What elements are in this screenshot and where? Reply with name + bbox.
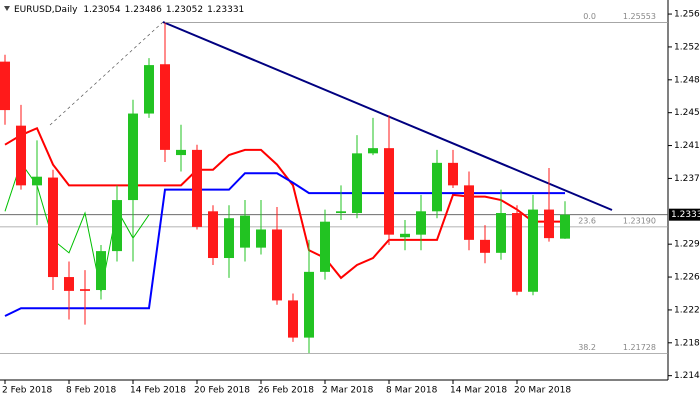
candle-body (96, 251, 106, 291)
candle-body (64, 277, 74, 291)
candle-body (128, 113, 138, 201)
candle-body (16, 125, 26, 186)
x-tick-label: 20 Feb 2018 (194, 386, 250, 396)
candle-body (512, 213, 522, 292)
trendline (162, 21, 613, 211)
last-low: 1.23052 (166, 5, 203, 15)
last-close: 1.23331 (207, 5, 244, 15)
candle-body (368, 148, 378, 154)
x-tick-label: 8 Mar 2018 (386, 386, 438, 396)
candle-body (320, 221, 330, 272)
fib-price: 1.21728 (623, 343, 656, 352)
candle-body (224, 218, 234, 259)
x-tick-label: 26 Feb 2018 (258, 386, 314, 396)
candle-body (192, 149, 202, 227)
symbol-icon (4, 6, 10, 11)
candle-body (112, 200, 122, 252)
y-tick-label: 1.22990 (674, 240, 700, 250)
last-high: 1.23486 (125, 5, 162, 15)
candle-body (544, 209, 554, 239)
candle-body (384, 148, 394, 235)
candle-body (208, 211, 218, 259)
y-tick-label: 1.24890 (674, 75, 700, 85)
candle-body (272, 229, 282, 301)
x-tick-label: 14 Mar 2018 (450, 386, 507, 396)
fib-ratio: 0.0 (583, 12, 596, 21)
y-tick-label: 1.21470 (674, 371, 700, 381)
candle-body (288, 300, 298, 338)
x-tick-label: 20 Mar 2018 (514, 386, 571, 396)
last-open: 1.23054 (83, 5, 120, 15)
indicator-line (4, 161, 150, 292)
plot: 1.25650 1.25270 1.24890 1.24510 1.24130 1.237… (0, 10, 700, 396)
candle-body (0, 61, 10, 111)
symbol: EURUSD,Daily (14, 5, 78, 15)
candle-body (528, 209, 538, 292)
candle-body (480, 239, 490, 253)
x-tick-label: 2 Mar 2018 (322, 386, 374, 396)
candle-body (336, 211, 346, 214)
y-tick-label: 1.24130 (674, 141, 700, 151)
x-tick-label: 14 Feb 2018 (130, 386, 186, 396)
x-tick-label: 8 Feb 2018 (66, 386, 117, 396)
x-tick-label: 2 Feb 2018 (2, 386, 53, 396)
fib-anchor-line (49, 21, 164, 126)
fib-price: 1.25553 (623, 12, 656, 21)
fib-price: 1.23190 (623, 216, 656, 225)
y-tick-label: 1.23750 (674, 174, 700, 184)
y-tick-label: 1.22230 (674, 305, 700, 315)
candle-body (48, 177, 58, 278)
candle-body (352, 153, 362, 214)
candle-body (256, 229, 266, 248)
candle-body (160, 64, 170, 150)
candle-body (432, 162, 442, 212)
fib-ratio: 23.6 (578, 216, 596, 225)
candle-body (400, 233, 410, 238)
header: EURUSD,Daily 1.23054 1.23486 1.23052 1.23331 (14, 5, 244, 15)
candle-body (496, 213, 506, 253)
y-tick-label: 1.22610 (674, 273, 700, 283)
candle-body (144, 65, 154, 114)
candle-body (80, 289, 90, 291)
last-price-label: 1.23331 (671, 210, 700, 220)
y-tick-label: 1.25650 (674, 10, 700, 20)
candle-body (304, 271, 314, 338)
y-tick-label: 1.21850 (674, 338, 700, 348)
last-price-box (669, 208, 700, 221)
candle-body (176, 149, 186, 156)
candle-body (464, 185, 474, 240)
candle-body (32, 176, 42, 186)
y-tick-label: 1.24510 (674, 108, 700, 118)
candle-body (560, 214, 570, 239)
fib-ratio: 38.2 (578, 343, 596, 352)
candle-body (448, 162, 458, 186)
candle-body (416, 211, 426, 235)
candle-body (240, 215, 250, 248)
y-tick-label: 1.25270 (674, 42, 700, 52)
